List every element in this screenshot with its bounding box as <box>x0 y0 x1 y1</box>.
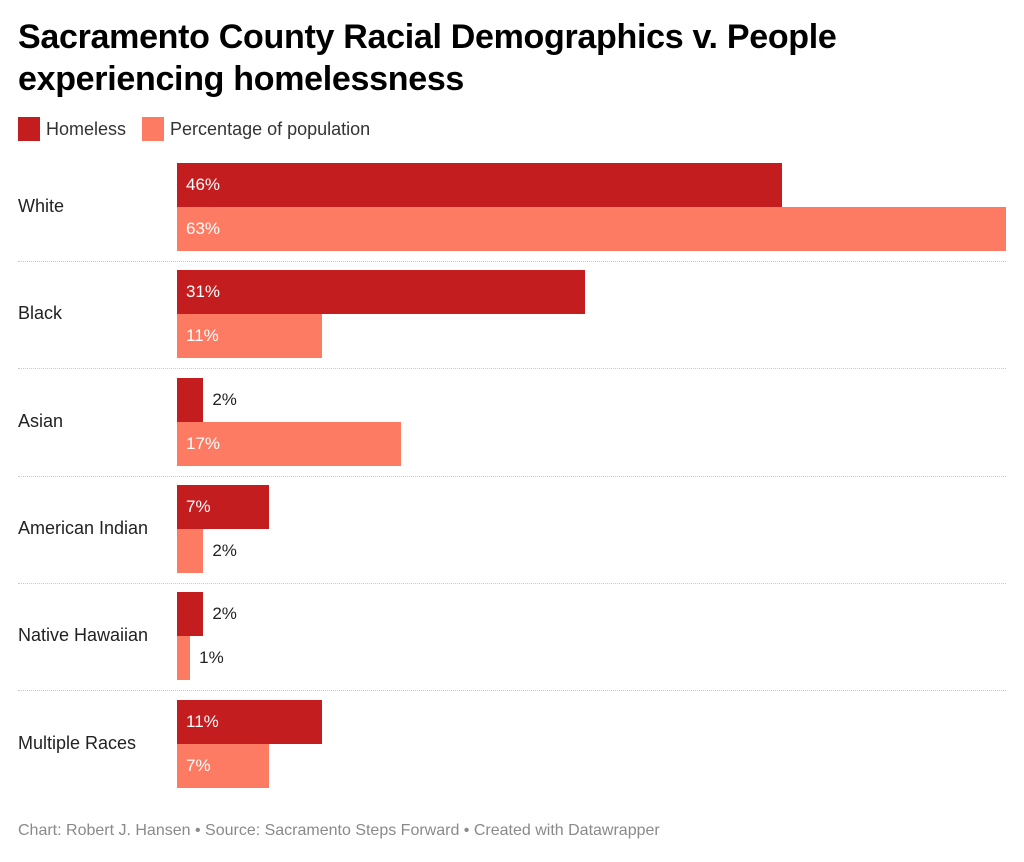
legend-label-homeless: Homeless <box>46 118 127 139</box>
row-separator <box>18 261 1006 262</box>
bar-population <box>177 743 270 788</box>
chart-title: Sacramento County Racial Demographics v.… <box>18 18 837 98</box>
data-label: 11% <box>186 711 219 731</box>
category-label: American Indian <box>18 517 149 538</box>
bar-population <box>177 421 401 466</box>
category-label: Black <box>18 303 63 324</box>
data-label: 11% <box>186 326 219 346</box>
row-separator <box>18 368 1006 370</box>
data-label: 2% <box>212 604 237 624</box>
data-label: 7% <box>186 496 211 516</box>
legend-item-homeless: Homeless <box>18 117 126 141</box>
data-label: 17% <box>186 433 221 453</box>
data-label: 46% <box>186 175 221 194</box>
category-label: Multiple Races <box>18 732 137 753</box>
bar-population <box>177 207 1006 251</box>
data-label: 31% <box>186 282 221 302</box>
legend-swatch-population <box>142 117 165 141</box>
category-label: White <box>18 196 65 216</box>
bar-homeless <box>177 592 204 637</box>
row-separator <box>18 690 1006 692</box>
bar-population <box>177 314 322 359</box>
legend-swatch-homeless <box>18 117 40 141</box>
category-label: Native Hawaiian <box>18 625 149 646</box>
legend-item-population: Percentage of population <box>142 117 370 141</box>
bar-homeless <box>177 163 783 207</box>
data-label: 63% <box>186 219 221 238</box>
bar-homeless <box>177 699 322 744</box>
bar-homeless <box>177 270 585 315</box>
legend: Homeless Percentage of population <box>18 117 386 141</box>
bar-homeless <box>177 484 270 529</box>
category-label: Asian <box>18 410 64 431</box>
bar-population <box>177 528 204 573</box>
row-separator <box>18 475 1006 477</box>
bar-homeless <box>177 377 204 422</box>
bar-chart: White 46% 63% Black 31% 11% Asian 2% 17% American… <box>0 160 1024 800</box>
chart-footer: Chart: Robert J. Hansen • Source: Sacram… <box>18 822 660 839</box>
legend-label-population: Percentage of population <box>170 118 371 139</box>
data-label: 2% <box>212 389 237 409</box>
row-separator <box>18 582 1006 584</box>
bar-population <box>177 636 191 681</box>
data-label: 1% <box>199 648 224 668</box>
data-label: 2% <box>212 540 237 560</box>
data-label: 7% <box>186 755 211 775</box>
